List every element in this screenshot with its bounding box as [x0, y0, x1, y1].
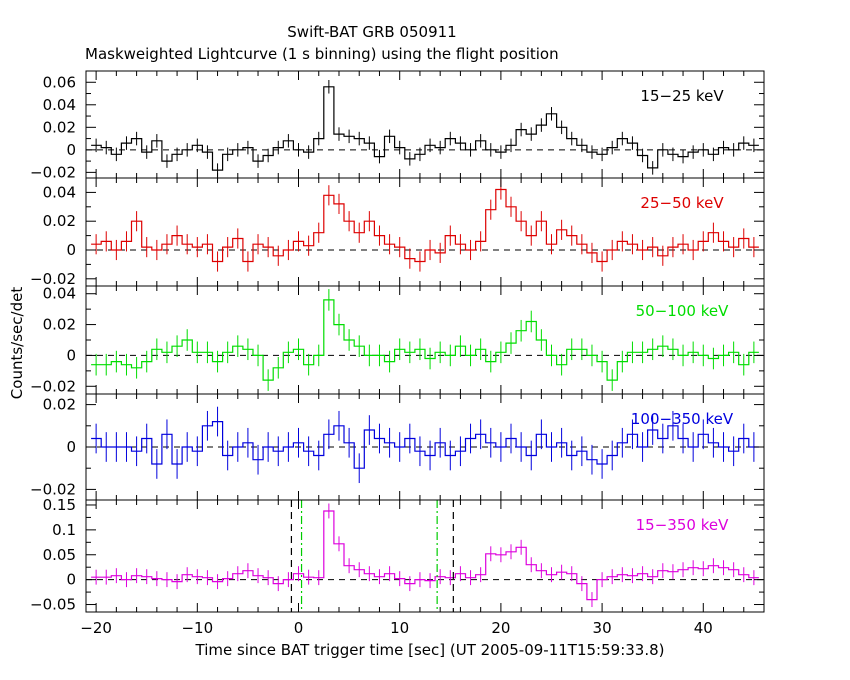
panel-label: 100−350 keV	[631, 410, 734, 428]
y-tick-label: −0.02	[30, 270, 76, 288]
panel-0: −0.02 0 0.02 0.04 0.06 15−25 keV	[30, 70, 765, 181]
step-line	[91, 188, 759, 263]
series-4	[91, 503, 759, 608]
x-tick-label: −10	[181, 619, 213, 637]
x-axis-label: Time since BAT trigger time [sec] (UT 20…	[195, 641, 665, 659]
y-tick-label: 0.06	[43, 73, 76, 91]
x-tick-labels: −20 −10 0 10 20 30 40	[80, 619, 713, 637]
y-tick-label: 0.05	[43, 546, 76, 564]
y-tick-label: −0.02	[30, 377, 76, 395]
x-tick-label: 0	[294, 619, 304, 637]
y-tick-label: −0.02	[30, 480, 76, 498]
x-tick-label: 40	[694, 619, 713, 637]
y-tick-label: 0.02	[43, 118, 76, 136]
y-axis-label: Counts/sec/det	[8, 287, 26, 400]
panel-4: −0.05 0 0.05 0.1 0.15 15−350 keV	[30, 496, 765, 614]
chart-title: Swift-BAT GRB 050911	[287, 23, 456, 41]
series-1	[91, 179, 759, 272]
panel-label: 15−25 keV	[640, 87, 724, 105]
x-tick-label: −20	[80, 619, 112, 637]
step-line	[91, 421, 759, 469]
y-tick-label: 0	[66, 241, 76, 259]
y-tick-label: 0.1	[52, 521, 76, 539]
series-0	[91, 80, 759, 177]
step-line	[91, 86, 759, 171]
y-tick-label: 0	[66, 346, 76, 364]
x-tick-label: 20	[491, 619, 510, 637]
y-tick-label: 0.02	[43, 212, 76, 230]
y-tick-label: 0.15	[43, 496, 76, 514]
step-line	[91, 299, 759, 381]
y-tick-label: −0.02	[30, 163, 76, 181]
y-tick-label: 0.04	[43, 183, 76, 201]
panel-label: 50−100 keV	[636, 302, 729, 320]
y-tick-label: 0.02	[43, 316, 76, 334]
x-tick-label: 10	[390, 619, 409, 637]
panel-2: −0.02 0 0.02 0.04 50−100 keV	[30, 285, 765, 395]
x-tick-label: 30	[593, 619, 612, 637]
panel-label: 25−50 keV	[640, 194, 724, 212]
y-tick-label: 0	[66, 571, 76, 589]
panel-1: −0.02 0 0.02 0.04 25−50 keV	[30, 177, 765, 288]
series-3	[91, 406, 759, 484]
panel-label: 15−350 keV	[636, 516, 729, 534]
y-tick-label: −0.05	[30, 596, 76, 614]
panel-frame	[85, 499, 765, 613]
series-2	[91, 289, 759, 391]
y-tick-label: 0.04	[43, 285, 76, 303]
y-tick-label: 0	[66, 141, 76, 159]
step-line	[91, 510, 759, 601]
panels-group: −0.02 0 0.02 0.04 0.06 15−25 keV −0.02 0 0.02 0.0…	[30, 70, 765, 614]
y-tick-label: 0.04	[43, 96, 76, 114]
y-tick-label: 0.02	[43, 396, 76, 414]
chart-subtitle: Maskweighted Lightcurve (1 s binning) us…	[85, 45, 559, 63]
panel-3: −0.02 0 0.02 100−350 keV	[30, 393, 765, 501]
y-tick-label: 0	[66, 438, 76, 456]
